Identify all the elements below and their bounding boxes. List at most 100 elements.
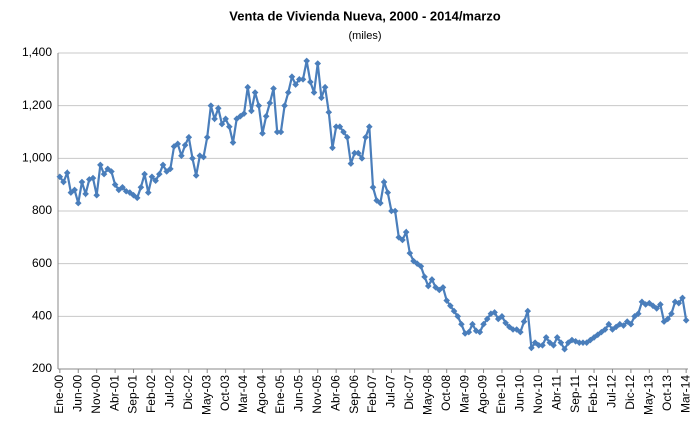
marker [144,189,152,196]
marker [222,115,229,123]
marker [447,302,454,310]
x-tick-label: Sep-01 [126,375,140,414]
marker [167,165,174,173]
marker [494,315,502,323]
marker [262,112,270,120]
marker [542,334,550,341]
marker [421,273,428,281]
marker [233,115,240,123]
marker [189,155,196,162]
x-tick-label: Ene-10 [494,375,508,414]
x-tick-label: May-08 [420,375,434,415]
marker [63,169,71,177]
marker [539,342,546,349]
marker [587,336,594,344]
marker [520,318,528,325]
marker [259,130,266,137]
marker [439,284,447,291]
marker [358,155,366,162]
x-tick-label: Jul-12 [605,375,619,408]
marker [399,236,406,244]
marker [517,328,524,336]
marker [649,302,657,310]
marker [133,194,141,202]
marker [557,339,565,346]
marker [185,133,193,141]
marker [281,102,288,109]
marker [248,107,255,115]
marker [664,315,672,323]
marker [181,141,189,149]
marker [89,174,97,182]
line [58,60,688,352]
x-tick-label: May-13 [641,375,655,415]
marker [642,301,649,308]
marker [347,160,355,167]
marker [244,83,252,91]
marker [395,234,403,241]
marker [115,186,123,194]
x-tick-label: Sep-06 [347,375,361,414]
x-tick-label: May-03 [199,375,213,415]
marker [483,315,491,323]
marker [502,319,509,327]
marker [137,184,145,191]
x-tick-label: Dic-07 [402,375,416,410]
marker [284,89,292,96]
marker [100,170,108,178]
marker [60,178,67,186]
marker [627,320,635,328]
marker [93,191,100,199]
marker [480,320,487,328]
marker [631,313,638,320]
marker [211,115,218,123]
marker [660,318,668,325]
x-tick-label: Oct-13 [660,375,674,411]
chart-title: Venta de Vivienda Nueva, 2000 - 2014/mar… [229,8,501,23]
marker [443,297,450,304]
marker [465,328,473,336]
marker [325,108,333,116]
marker [450,307,458,315]
marker [491,309,498,316]
marker [620,322,627,329]
marker [653,305,660,312]
x-tick-label: Mar-14 [678,375,692,413]
marker [476,328,484,336]
marker [273,128,281,136]
marker [119,184,126,191]
marker [646,299,653,307]
marker [159,161,167,169]
marker [354,149,362,157]
marker [675,299,683,307]
marker [296,76,303,83]
marker [391,207,399,215]
marker [240,110,248,117]
marker [226,123,233,131]
x-tick-label: Sep-11 [568,375,582,413]
marker [454,313,462,320]
x-tick-label: Feb-07 [365,375,379,413]
marker [251,89,259,96]
marker [277,128,285,136]
x-tick-label: Dic-12 [623,375,637,410]
marker [130,191,137,199]
marker [255,102,263,109]
marker [682,316,690,324]
marker [56,173,64,181]
marker [550,342,557,349]
x-tick-label: Oct-08 [439,375,453,411]
marker [329,144,336,152]
marker [601,326,609,333]
marker [668,310,675,317]
x-tick-label: Nov-00 [89,375,103,414]
marker [299,76,307,83]
marker [513,326,520,333]
marker [67,189,75,196]
marker [192,172,200,179]
marker [71,186,78,194]
chart-subtitle: (miles) [349,30,382,42]
marker [410,257,417,265]
x-tick-label: Jun-00 [70,375,84,412]
